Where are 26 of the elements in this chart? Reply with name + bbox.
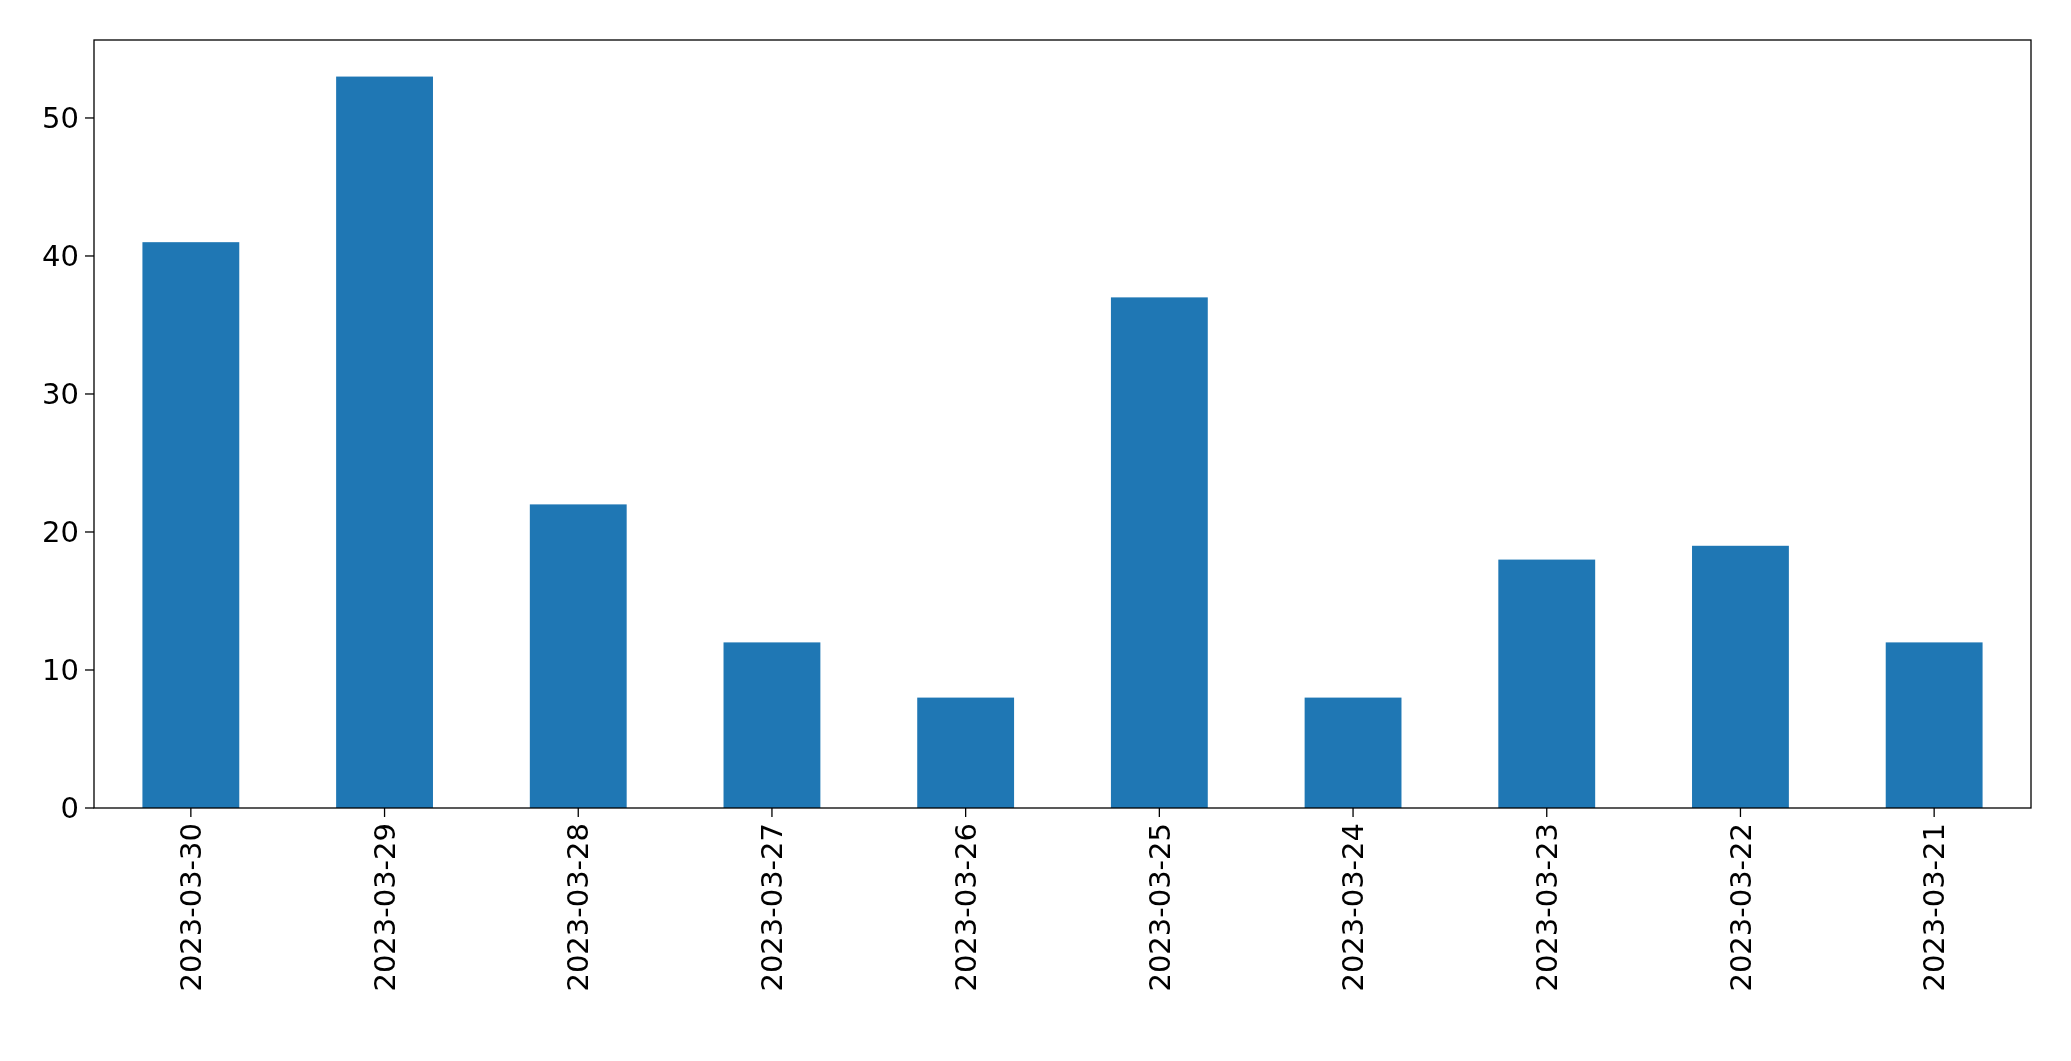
x-tick-label: 2023-03-29 (367, 823, 402, 992)
y-tick-label: 30 (42, 377, 79, 412)
x-tick-label: 2023-03-26 (948, 823, 983, 992)
x-tick-label: 2023-03-28 (561, 823, 596, 992)
bar (336, 76, 433, 808)
x-tick-label: 2023-03-22 (1723, 823, 1758, 992)
y-tick-label: 10 (42, 653, 79, 688)
x-tick-label: 2023-03-24 (1336, 823, 1371, 992)
x-tick-label: 2023-03-27 (755, 823, 790, 992)
bar (1110, 297, 1208, 808)
x-tick-label: 2023-03-30 (174, 823, 208, 992)
x-tick-label: 2023-03-23 (1529, 823, 1564, 992)
bar (723, 642, 821, 808)
bar (1498, 559, 1596, 808)
bar (142, 242, 240, 808)
y-tick-label: 20 (42, 515, 79, 550)
x-tick-label: 2023-03-25 (1142, 823, 1177, 992)
y-tick-label: 50 (42, 101, 79, 136)
bar (1885, 642, 1983, 808)
bar (1304, 697, 1402, 808)
bar (1692, 545, 1789, 808)
bar (917, 697, 1015, 808)
x-tick-label: 2023-03-21 (1917, 823, 1952, 992)
y-tick-label: 0 (60, 791, 79, 826)
y-tick-label: 40 (42, 239, 79, 274)
bar (529, 504, 627, 808)
